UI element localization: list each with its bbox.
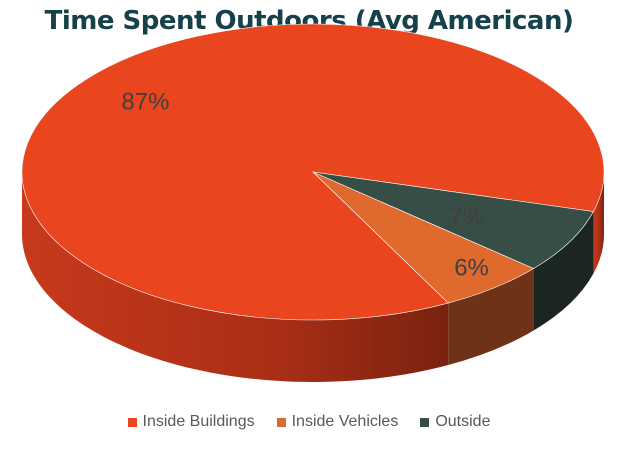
legend-swatch-outside [420, 417, 430, 427]
data-label-inside-vehicles: 6% [454, 254, 489, 281]
pie-slice-outside [312, 171, 594, 269]
data-label-outside: 7% [450, 203, 485, 230]
legend-item-inside-buildings: Inside Buildings [127, 413, 255, 431]
data-label-inside-buildings: 87% [121, 89, 169, 116]
pie-side-outside [533, 211, 594, 331]
legend-item-outside: Outside [420, 413, 490, 431]
pie-side-inside-vehicles [448, 268, 534, 366]
legend-label-outside: Outside [435, 413, 491, 430]
legend-label-inside-buildings: Inside Buildings [142, 413, 255, 430]
legend-swatch-inside-vehicles [276, 417, 286, 427]
legend: Inside Buildings Inside Vehicles Outside [0, 413, 618, 431]
legend-item-inside-vehicles: Inside Vehicles [276, 413, 399, 431]
pie-side-inside-buildings [593, 172, 604, 274]
legend-swatch-inside-buildings [127, 417, 137, 427]
pie-side-inside-buildings [22, 172, 449, 383]
legend-label-inside-vehicles: Inside Vehicles [291, 413, 399, 430]
